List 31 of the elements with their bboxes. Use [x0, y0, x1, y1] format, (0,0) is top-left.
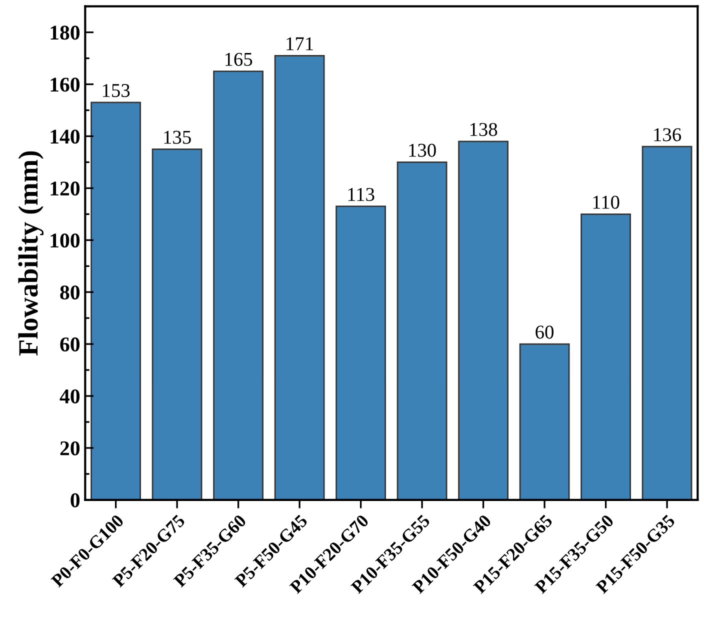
- y-tick-label: 80: [60, 285, 80, 300]
- y-tick-label: 20: [60, 441, 80, 456]
- bar: [519, 343, 570, 500]
- y-tick-label: 140: [50, 130, 80, 144]
- data-label: 60: [536, 326, 554, 339]
- y-tick-label: 0: [70, 493, 80, 508]
- y-tick-label: 160: [50, 78, 80, 92]
- bar: [90, 102, 141, 500]
- data-label: 171: [286, 37, 313, 50]
- y-tick-label: 100: [50, 234, 80, 248]
- data-label: 136: [654, 128, 682, 142]
- y-tick-label: 60: [60, 337, 80, 352]
- data-label: 110: [593, 196, 620, 209]
- bar: [152, 148, 202, 500]
- bar: [213, 70, 264, 500]
- data-label: 153: [102, 84, 130, 98]
- bar: [580, 213, 631, 500]
- data-label: 113: [348, 188, 374, 202]
- bar: [274, 54, 325, 500]
- y-tick-label: 40: [60, 389, 80, 404]
- y-tick-label: 180: [50, 26, 80, 40]
- y-tick-label: 120: [50, 182, 80, 196]
- bar: [642, 146, 692, 500]
- bar: [396, 161, 448, 500]
- data-label: 165: [225, 52, 252, 66]
- bar: [336, 206, 386, 500]
- data-label: 138: [470, 122, 498, 136]
- bar: [458, 140, 508, 500]
- data-label: 130: [409, 144, 436, 157]
- data-label: 135: [164, 130, 191, 144]
- y-axis-title: Flowability (mm): [18, 151, 44, 356]
